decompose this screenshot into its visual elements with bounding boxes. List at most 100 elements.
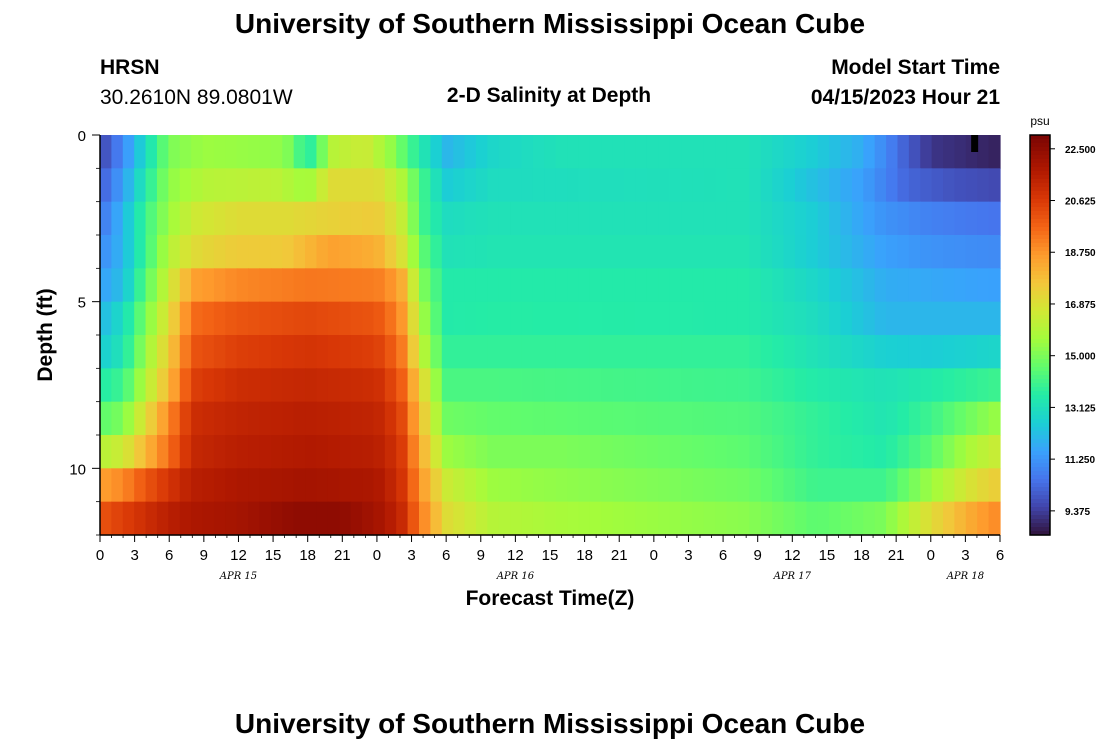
heatmap-cell [510,168,523,203]
heatmap-cell [179,468,192,503]
heatmap-cell [863,301,876,336]
heatmap-cell [749,301,762,336]
x-date-label: APR 15 [219,571,257,582]
heatmap-cell [589,435,602,469]
heatmap-cell [886,201,899,236]
heatmap-cell [589,468,602,503]
heatmap-cell [498,468,511,503]
heatmap-cell [453,335,466,369]
x-axis-title: Forecast Time(Z) [466,587,635,610]
heatmap-cell [635,168,648,203]
heatmap-cell [669,268,682,303]
heatmap-cell [977,201,990,236]
heatmap-cell [134,468,147,503]
heatmap-cell [715,368,728,403]
heatmap-cell [783,201,796,236]
heatmap-cell [737,501,750,536]
heatmap-cell [908,201,921,236]
heatmap-cell [248,501,261,536]
heatmap-cell [681,168,693,203]
heatmap-cell [806,368,819,403]
heatmap-cell [794,135,807,169]
heatmap-cell [316,368,329,403]
heatmap-cell [567,301,580,336]
heatmap-cell [601,301,614,336]
heatmap-cell [362,268,375,303]
heatmap-cell [829,401,842,436]
heatmap-cell [248,201,261,236]
heatmap-cell [168,335,181,369]
heatmap-cell [270,335,283,369]
heatmap-cell [965,168,978,203]
heatmap-cell [988,501,1001,536]
heatmap-cell [202,501,215,536]
heatmap-cell [897,235,910,269]
heatmap-cell [464,468,477,503]
heatmap-cell [213,301,226,336]
heatmap-cell [475,401,488,436]
heatmap-cell [988,235,1001,269]
heatmap-cell [669,368,682,403]
heatmap-cell [646,368,659,403]
heatmap-cell [908,235,921,269]
heatmap-cell [327,235,340,269]
x-tick-label: 3 [961,547,969,564]
heatmap-cell [384,135,397,169]
colorbar-segment [1030,459,1050,464]
heatmap-cell [464,501,477,536]
heatmap-cell [897,201,910,236]
heatmap-cell [316,435,329,469]
heatmap-cell [681,501,693,536]
heatmap-cell [111,168,124,203]
heatmap-cell [544,301,557,336]
colorbar-segment [1030,323,1050,328]
heatmap-cell [293,468,306,503]
heatmap-cell [612,301,625,336]
heatmap-cell [384,435,397,469]
heatmap-cell [407,401,420,436]
heatmap-cell [794,368,807,403]
heatmap-cell [122,168,135,203]
heatmap-cell [874,435,887,469]
colorbar-segment [1030,327,1050,332]
heatmap-cell [544,435,557,469]
colorbar-segment [1030,227,1050,232]
heatmap-cell [977,235,990,269]
colorbar-segment [1030,239,1050,244]
heatmap-cell [886,135,899,169]
heatmap-cell [851,368,864,403]
heatmap-cell [111,401,124,436]
heatmap-cell [213,368,226,403]
heatmap-cell [578,368,591,403]
heatmap-cell [874,168,887,203]
heatmap-cell [840,168,853,203]
colorbar-segment [1030,155,1050,160]
heatmap-cell [840,368,853,403]
heatmap-cell [373,501,386,536]
colorbar-segment [1030,439,1050,444]
heatmap-cell [806,401,819,436]
heatmap-cell [225,335,238,369]
heatmap-cell [794,401,807,436]
heatmap-cell [908,301,921,336]
heatmap-cell [384,401,397,436]
heatmap-cell [362,235,375,269]
heatmap-cell [191,235,204,269]
heatmap-cell [339,435,352,469]
heatmap-cell [943,501,956,536]
heatmap-cell [863,435,876,469]
heatmap-cell [145,368,158,403]
heatmap-cell [589,401,602,436]
heatmap-cell [396,168,409,203]
heatmap-cell [544,335,557,369]
heatmap-cell [282,168,295,203]
heatmap-cell [270,201,283,236]
heatmap-cell [373,168,386,203]
heatmap-cell [156,335,169,369]
heatmap-cell [988,435,1001,469]
colorbar-segment [1030,287,1050,292]
heatmap-cell [783,235,796,269]
heatmap-cell [715,301,728,336]
heatmap-cell [418,268,431,303]
colorbar-segment [1030,219,1050,224]
